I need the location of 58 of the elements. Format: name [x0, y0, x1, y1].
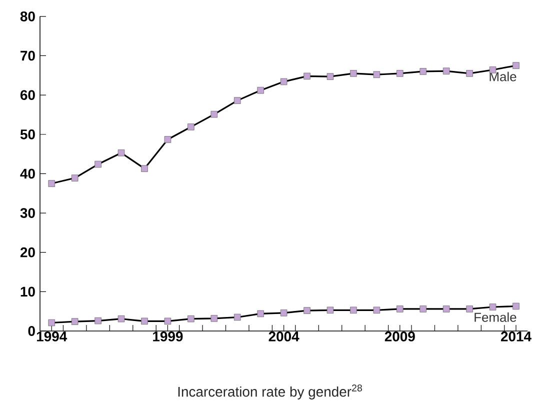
point	[257, 86, 264, 94]
point	[234, 97, 241, 104]
y-tick-label: 10	[20, 286, 35, 297]
point	[164, 318, 172, 325]
point	[512, 62, 520, 69]
point	[280, 78, 288, 86]
point	[257, 310, 264, 318]
x-tick-label: 2009	[384, 332, 415, 342]
point	[442, 68, 450, 74]
point	[94, 160, 102, 168]
point	[326, 73, 334, 80]
point	[188, 124, 194, 130]
x-tick-label: 2014	[500, 332, 532, 342]
point	[442, 306, 450, 312]
point	[396, 306, 404, 312]
point	[71, 174, 78, 182]
point	[210, 110, 218, 118]
point	[304, 307, 310, 314]
point	[118, 149, 125, 156]
point	[466, 306, 473, 312]
point	[141, 165, 148, 172]
y-tick-label: 20	[20, 247, 35, 258]
point	[396, 70, 404, 77]
point	[373, 71, 380, 78]
x-tick-label: 1999	[153, 332, 183, 342]
point	[48, 180, 55, 187]
y-tick-label: 80	[20, 11, 35, 22]
point	[210, 315, 218, 322]
point	[489, 304, 496, 310]
y-tick-label: 30	[20, 208, 35, 218]
x-tick-label: 2004	[268, 332, 300, 342]
point	[420, 68, 427, 75]
point	[188, 315, 194, 322]
point	[326, 306, 334, 314]
y-tick-label: 70	[20, 50, 35, 61]
point	[234, 314, 241, 321]
point	[71, 318, 78, 325]
point	[164, 136, 172, 143]
point	[94, 317, 102, 324]
y-tick-label: 40	[20, 168, 35, 179]
y-tick-label: 50	[20, 129, 35, 140]
y-tick-label: 60	[20, 90, 35, 100]
point	[304, 72, 310, 80]
point	[118, 315, 125, 322]
series-label: Female	[474, 312, 516, 322]
point	[512, 302, 520, 310]
point	[48, 319, 55, 326]
y-tick-label: 0	[28, 326, 35, 336]
series-label: Male	[490, 72, 516, 82]
point	[141, 318, 148, 325]
point	[350, 70, 357, 77]
point	[373, 306, 380, 314]
point	[420, 306, 427, 312]
text: Incarceration rate by gender$^{28}$	[178, 384, 362, 400]
x-tick-label: 1994	[36, 332, 68, 342]
point	[280, 310, 288, 316]
point	[466, 70, 473, 77]
point	[350, 306, 357, 314]
